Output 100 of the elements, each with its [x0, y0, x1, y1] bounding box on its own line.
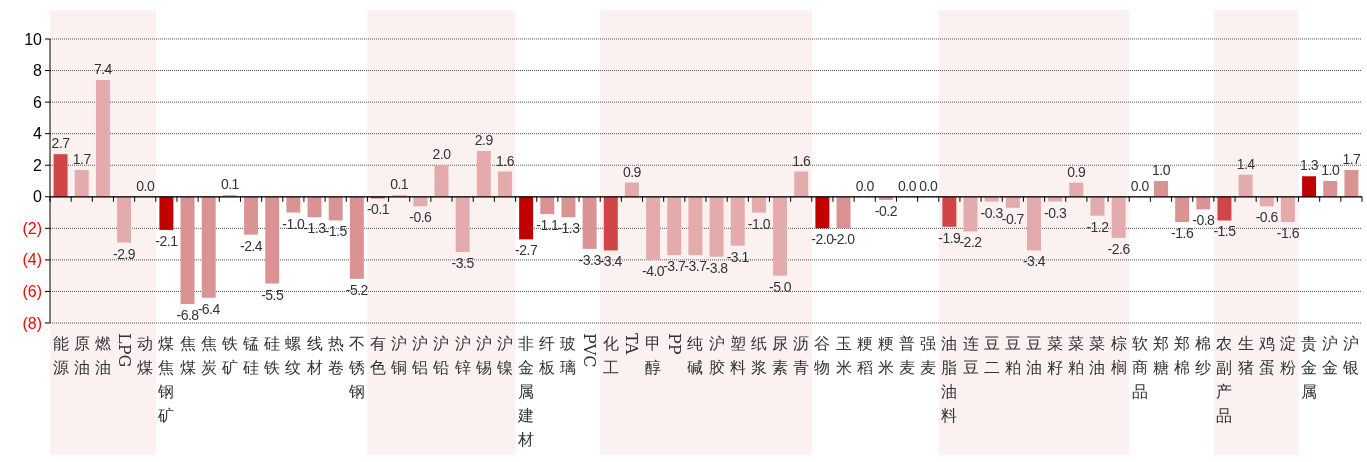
x-tick-label: 沪胶: [708, 334, 725, 377]
data-label: 1.4: [1236, 155, 1256, 172]
data-label: -0.3: [1044, 204, 1067, 221]
data-label: -2.7: [515, 242, 538, 259]
x-tick-label: 纤板: [538, 334, 556, 377]
data-label: 0.0: [898, 177, 917, 194]
x-tick-label: 沪镍: [495, 334, 513, 377]
x-tick-label: 沪银: [1342, 334, 1360, 377]
data-label: -1.6: [1171, 225, 1194, 242]
data-label: -2.1: [155, 232, 179, 249]
x-tick-label: 油脂油料: [941, 334, 958, 425]
data-label: 0.9: [1067, 163, 1087, 180]
x-tick-label: 线材: [305, 334, 323, 377]
data-label: -0.8: [1192, 212, 1216, 229]
data-label: -0.1: [366, 201, 390, 218]
data-label: -2.4: [239, 237, 263, 254]
x-tick-label: 沪铝: [411, 334, 429, 377]
data-label: 1.7: [72, 150, 92, 167]
x-tick-label: 燃油: [94, 334, 111, 377]
data-label: 1.3: [1300, 157, 1319, 174]
y-tick-label: 2: [33, 156, 43, 174]
x-tick-label: 郑糖: [1152, 334, 1169, 377]
y-tick-label: (2): [22, 219, 42, 237]
x-tick-label: 连豆: [962, 334, 979, 377]
x-tick-label: 热卷: [327, 334, 344, 377]
x-tick-label: 螺纹: [285, 334, 302, 377]
data-label: -1.5: [1213, 223, 1237, 240]
x-tick-label: 不锈钢: [347, 334, 365, 401]
data-label: -5.5: [261, 286, 284, 303]
x-tick-label: 纯碱: [687, 334, 704, 377]
data-label: -6.8: [176, 307, 200, 324]
data-label: 1.6: [792, 152, 811, 169]
x-tick-label: TA: [622, 333, 642, 355]
data-label: -0.3: [980, 204, 1004, 221]
x-tick-label: 豆油: [1026, 334, 1042, 377]
data-label: -2.2: [959, 234, 983, 251]
data-label: -2.9: [113, 245, 136, 262]
data-label: 1.0: [1151, 162, 1171, 178]
data-label: 0.1: [390, 176, 409, 193]
data-label: 2.7: [51, 135, 71, 152]
x-tick-label: 化工: [602, 334, 619, 377]
x-tick-label: 软商品: [1131, 334, 1148, 401]
x-tick-label: 动煤: [137, 334, 154, 377]
y-tick-label: (4): [22, 251, 42, 269]
x-tick-label: 棉纱: [1195, 334, 1212, 377]
data-label: -3.4: [1022, 253, 1046, 270]
x-tick-label: PP: [664, 333, 684, 355]
x-tick-label: 铁矿: [220, 334, 238, 377]
x-tick-label: 普麦: [899, 334, 916, 377]
x-tick-label: 焦炭: [200, 334, 217, 377]
data-label: -1.3: [557, 220, 581, 237]
y-tick-label: 6: [33, 93, 43, 111]
x-tick-label: 谷物: [814, 334, 831, 377]
x-tick-label: 甲醇: [645, 334, 662, 377]
x-tick-label: 焦煤: [179, 334, 196, 377]
x-tick-label: 菜粕: [1068, 334, 1085, 377]
y-tick-label: 10: [24, 30, 43, 48]
x-tick-label: 锰硅: [242, 334, 260, 377]
x-tick-label: 粳稻: [856, 334, 873, 377]
x-tick-label: 沪金: [1322, 334, 1339, 377]
x-tick-label: 沪锡: [474, 334, 492, 377]
data-label: 1.0: [1321, 162, 1340, 178]
data-label: 1.6: [495, 152, 515, 169]
x-tick-label: 菜籽: [1047, 334, 1064, 377]
x-tick-label: 郑棉: [1174, 334, 1191, 377]
data-label: -1.6: [1276, 225, 1300, 242]
x-tick-label: 原油: [73, 334, 90, 377]
data-label: -3.1: [726, 248, 750, 265]
data-label: -0.2: [874, 202, 898, 219]
x-tick-label: 沪铜: [390, 334, 408, 377]
data-label: -1.9: [938, 229, 962, 246]
data-label: -1.0: [282, 215, 306, 232]
data-label: -5.0: [769, 278, 792, 295]
x-tick-label: 玉米: [835, 334, 852, 377]
x-tick-label: 有色: [370, 334, 386, 377]
data-label: 0.0: [1130, 177, 1150, 194]
data-label: 0.0: [136, 177, 155, 194]
x-tick-label: 纸浆: [750, 334, 767, 377]
x-tick-label: 淀粉: [1279, 334, 1296, 377]
x-tick-label: 鸡蛋: [1257, 334, 1275, 377]
x-tick-label: 生猪: [1237, 334, 1254, 377]
data-label: -3.7: [684, 258, 708, 275]
x-tick-label: 贵金属: [1301, 334, 1318, 401]
data-label: -5.2: [345, 281, 369, 298]
x-tick-label: 非金属建材: [517, 334, 535, 449]
data-label: -1.0: [747, 215, 771, 232]
data-label: -1.3: [303, 220, 327, 237]
data-label: -3.4: [599, 253, 623, 270]
x-tick-label: PVC: [580, 333, 600, 368]
data-label: -1.2: [1086, 218, 1110, 235]
x-tick-label: 沥青: [793, 334, 810, 377]
data-label: 0.1: [220, 176, 240, 193]
x-tick-label: 能源: [52, 334, 69, 377]
data-label: 1.7: [1342, 150, 1362, 167]
x-tick-label: LPG: [114, 333, 134, 368]
data-label: -4.0: [642, 262, 665, 279]
x-tick-label: 沪铅: [432, 334, 450, 377]
data-label: -1.5: [324, 223, 348, 240]
data-label: 7.4: [93, 61, 113, 78]
x-tick-label: 豆二: [983, 334, 1000, 377]
